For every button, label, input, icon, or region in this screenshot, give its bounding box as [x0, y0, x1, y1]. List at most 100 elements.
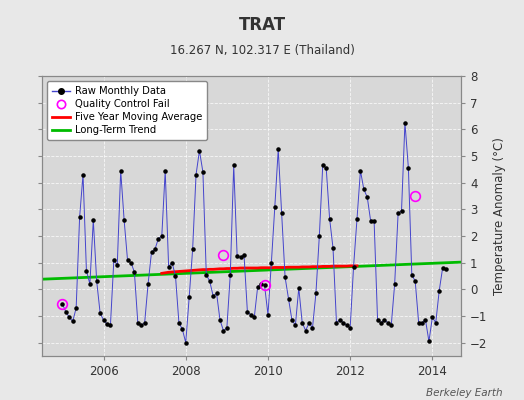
- Point: [312, 290, 320, 296]
- Point: [216, 317, 224, 323]
- Point: [230, 162, 238, 168]
- Legend: Raw Monthly Data, Quality Control Fail, Five Year Moving Average, Long-Term Tren: Raw Monthly Data, Quality Control Fail, …: [47, 81, 208, 140]
- Point: [82, 268, 91, 274]
- Point: [219, 328, 227, 334]
- Point: [154, 236, 162, 242]
- Point: [374, 317, 382, 323]
- Point: [62, 309, 70, 315]
- Point: [421, 317, 430, 323]
- Point: [264, 312, 272, 318]
- Point: [178, 326, 187, 332]
- Point: [106, 322, 115, 328]
- Point: [123, 257, 132, 263]
- Point: [274, 146, 282, 152]
- Point: [185, 294, 193, 300]
- Point: [195, 148, 204, 154]
- Point: [134, 320, 142, 326]
- Point: [127, 260, 135, 266]
- Point: [325, 216, 334, 222]
- Point: [343, 322, 351, 328]
- Point: [411, 278, 419, 284]
- Point: [144, 281, 152, 287]
- Point: [72, 305, 80, 311]
- Point: [161, 168, 169, 174]
- Point: [414, 320, 423, 326]
- Y-axis label: Temperature Anomaly (°C): Temperature Anomaly (°C): [493, 137, 506, 295]
- Point: [202, 272, 211, 278]
- Point: [158, 233, 166, 239]
- Point: [93, 278, 101, 284]
- Point: [356, 168, 365, 174]
- Point: [58, 301, 67, 307]
- Point: [96, 310, 104, 316]
- Point: [130, 269, 138, 275]
- Point: [267, 260, 276, 266]
- Point: [209, 293, 217, 299]
- Point: [432, 320, 440, 326]
- Point: [418, 320, 426, 326]
- Point: [308, 325, 316, 331]
- Point: [442, 266, 450, 272]
- Point: [120, 217, 128, 223]
- Point: [346, 325, 354, 331]
- Point: [332, 320, 341, 326]
- Point: [240, 252, 248, 258]
- Point: [366, 218, 375, 224]
- Point: [288, 317, 296, 323]
- Text: 16.267 N, 102.317 E (Thailand): 16.267 N, 102.317 E (Thailand): [170, 44, 354, 57]
- Point: [281, 274, 289, 280]
- Point: [247, 312, 255, 318]
- Point: [226, 272, 234, 278]
- Point: [65, 314, 73, 320]
- Point: [377, 320, 385, 326]
- Point: [89, 217, 97, 223]
- Point: [223, 325, 231, 331]
- Point: [298, 320, 307, 326]
- Point: [380, 317, 389, 323]
- Point: [165, 264, 173, 270]
- Point: [387, 322, 396, 328]
- Point: [86, 281, 94, 287]
- Point: [315, 233, 323, 239]
- Point: [233, 253, 242, 259]
- Point: [322, 165, 331, 171]
- Point: [168, 260, 176, 266]
- Point: [370, 218, 378, 224]
- Point: [439, 265, 447, 271]
- Point: [270, 204, 279, 210]
- Point: [397, 208, 406, 214]
- Point: [100, 317, 108, 323]
- Point: [189, 246, 197, 252]
- Point: [250, 314, 258, 320]
- Point: [140, 320, 149, 326]
- Point: [113, 262, 122, 268]
- Point: [350, 264, 358, 270]
- Point: [384, 320, 392, 326]
- Text: Berkeley Earth: Berkeley Earth: [427, 388, 503, 398]
- Point: [69, 318, 77, 324]
- Point: [79, 172, 87, 178]
- Point: [401, 120, 409, 126]
- Point: [301, 328, 310, 334]
- Point: [137, 322, 146, 328]
- Point: [103, 321, 111, 327]
- Point: [151, 246, 159, 252]
- Point: [236, 254, 245, 260]
- Point: [205, 278, 214, 284]
- Point: [116, 168, 125, 174]
- Point: [243, 309, 252, 315]
- Point: [394, 210, 402, 216]
- Point: [425, 338, 433, 344]
- Point: [260, 282, 269, 288]
- Point: [329, 245, 337, 251]
- Point: [192, 172, 200, 178]
- Point: [353, 216, 361, 222]
- Point: [171, 273, 180, 279]
- Point: [257, 281, 265, 287]
- Point: [147, 249, 156, 255]
- Point: [110, 257, 118, 263]
- Point: [305, 320, 313, 326]
- Point: [339, 320, 347, 326]
- Point: [294, 285, 303, 291]
- Point: [75, 214, 84, 220]
